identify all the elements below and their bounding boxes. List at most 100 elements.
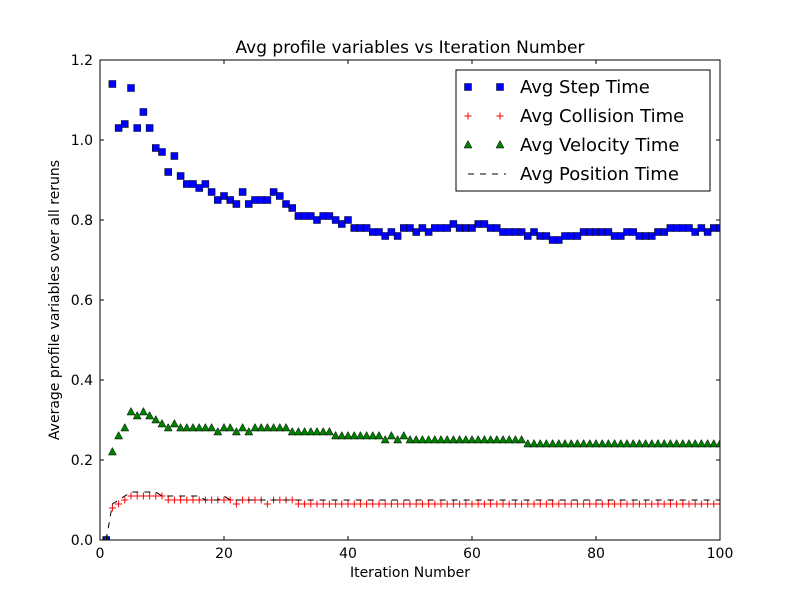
data-point xyxy=(182,422,192,432)
chart-title: Avg profile variables vs Iteration Numbe… xyxy=(236,38,585,58)
data-point xyxy=(350,500,358,508)
data-point xyxy=(696,438,706,448)
data-point xyxy=(201,180,210,188)
data-point xyxy=(133,492,141,500)
data-point xyxy=(121,120,129,128)
data-point xyxy=(684,438,694,448)
legend: Avg Step Time Avg Collision Time Avg Veloc… xyxy=(455,69,711,192)
data-point xyxy=(629,228,637,236)
x-tick-label: 100 xyxy=(707,546,734,562)
data-point xyxy=(462,500,470,508)
data-point xyxy=(355,430,365,440)
data-point xyxy=(318,426,328,436)
data-point xyxy=(628,438,638,448)
data-point xyxy=(456,500,464,508)
data-point xyxy=(269,188,278,196)
data-point xyxy=(666,500,674,508)
data-point xyxy=(622,438,632,448)
data-point xyxy=(635,500,643,508)
data-point xyxy=(343,430,353,440)
data-point xyxy=(114,124,123,132)
data-point xyxy=(338,500,346,508)
data-point xyxy=(263,500,271,508)
data-point xyxy=(126,406,136,416)
data-point xyxy=(585,438,595,448)
data-point xyxy=(648,500,656,508)
data-point xyxy=(715,438,720,448)
data-point xyxy=(691,228,699,236)
data-point xyxy=(127,492,135,500)
data-point xyxy=(486,434,496,444)
data-point xyxy=(108,80,117,88)
legend-swatch xyxy=(464,112,472,120)
legend-swatch xyxy=(496,83,504,91)
data-point xyxy=(685,224,693,232)
data-point xyxy=(362,224,371,232)
x-axis-label: Iteration Number xyxy=(350,565,470,581)
data-point xyxy=(673,500,681,508)
data-point xyxy=(331,216,340,224)
data-point xyxy=(504,434,514,444)
data-point xyxy=(232,500,240,508)
data-point xyxy=(275,422,285,432)
data-point xyxy=(604,500,612,508)
data-point xyxy=(479,434,489,444)
data-point xyxy=(703,228,712,236)
data-point xyxy=(555,236,563,244)
data-point xyxy=(468,224,476,232)
legend-swatch xyxy=(495,139,505,149)
data-point xyxy=(518,500,526,508)
data-point xyxy=(170,152,179,160)
data-point xyxy=(412,228,420,236)
data-point xyxy=(418,224,427,232)
data-point xyxy=(164,168,172,176)
data-point xyxy=(510,434,520,444)
data-point xyxy=(375,500,383,508)
data-point xyxy=(114,430,124,440)
data-point xyxy=(654,500,662,508)
data-point xyxy=(208,496,216,504)
data-point xyxy=(250,422,260,432)
data-point xyxy=(436,434,446,444)
data-point xyxy=(331,430,341,440)
data-point xyxy=(467,434,477,444)
legend-swatch xyxy=(496,112,504,120)
data-point xyxy=(567,500,575,508)
data-point xyxy=(603,438,613,448)
data-point xyxy=(579,438,589,448)
data-point xyxy=(356,500,364,508)
data-point xyxy=(604,228,613,236)
data-point xyxy=(616,438,626,448)
data-point xyxy=(672,438,682,448)
data-point xyxy=(549,500,557,508)
data-point xyxy=(287,426,297,436)
data-point xyxy=(412,500,420,508)
data-point xyxy=(263,196,272,204)
data-point xyxy=(176,422,186,432)
data-point xyxy=(572,438,582,448)
data-point xyxy=(238,422,248,432)
data-point xyxy=(492,434,502,444)
data-point xyxy=(611,500,619,508)
data-point xyxy=(226,196,234,204)
data-point xyxy=(598,500,606,508)
data-point xyxy=(461,434,471,444)
data-point xyxy=(220,496,228,504)
data-point xyxy=(312,426,322,436)
data-point xyxy=(256,422,266,432)
legend-label: Avg Step Time xyxy=(520,77,650,98)
data-point xyxy=(480,500,488,508)
data-point xyxy=(406,500,414,508)
data-point xyxy=(152,144,160,152)
data-point xyxy=(405,434,415,444)
data-point xyxy=(474,500,482,508)
data-point xyxy=(586,500,594,508)
data-point xyxy=(541,438,551,448)
series-avg-velocity-time xyxy=(103,406,720,540)
data-point xyxy=(194,422,204,432)
data-point xyxy=(219,422,229,432)
data-point xyxy=(145,124,154,132)
plot-area xyxy=(102,80,720,540)
data-point xyxy=(152,492,160,500)
